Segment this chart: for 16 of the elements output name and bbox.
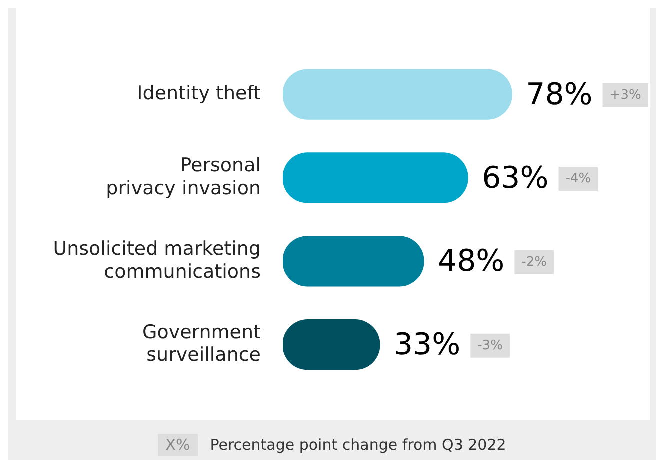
data-label: 78% <box>526 77 593 112</box>
text: X% <box>158 434 198 456</box>
y-tick-label: Government surveillance <box>142 321 261 366</box>
y-tick-label: Personal privacy invasion <box>106 154 261 200</box>
bar <box>283 152 468 204</box>
data-label: 63% <box>482 160 549 196</box>
y-tick-label: Unsolicited marketing communications <box>53 238 261 283</box>
text: Percentage point change from Q3 2022 <box>210 436 506 454</box>
text: -2% <box>522 254 547 270</box>
bar <box>283 69 512 120</box>
text: -4% <box>566 171 592 186</box>
data-label: 33% <box>394 328 461 363</box>
y-tick-label: Identity theft <box>137 82 261 104</box>
annotation: -3% <box>478 338 503 354</box>
text: +3% <box>610 88 642 103</box>
data-label: 48% <box>438 244 505 280</box>
